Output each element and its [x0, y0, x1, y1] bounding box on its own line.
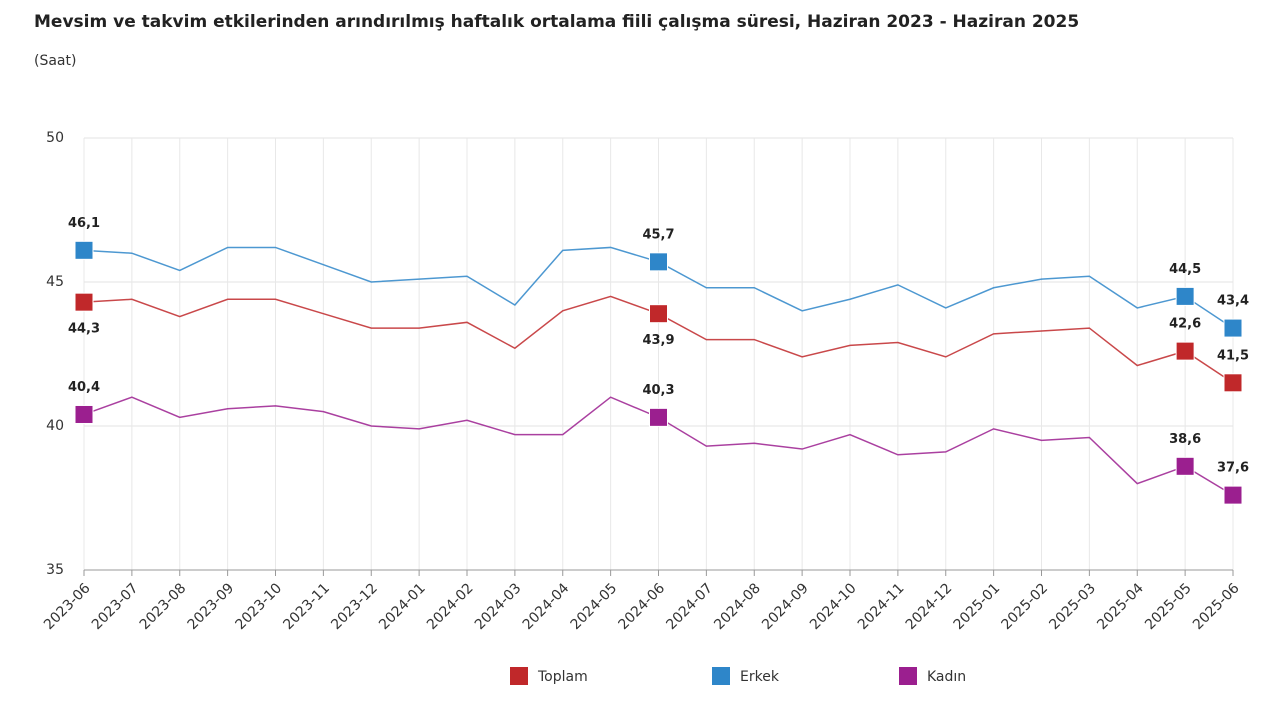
value-label: 44,5: [1169, 262, 1201, 277]
highlight-marker: [649, 252, 668, 272]
highlight-marker: [1175, 341, 1195, 361]
legend-swatch: [510, 667, 528, 685]
x-tick-label: 2023-07: [89, 580, 142, 633]
x-tick-label: 2025-06: [1190, 580, 1243, 633]
x-tick-label: 2024-09: [759, 580, 812, 633]
value-label: 41,5: [1217, 348, 1249, 363]
x-tick-label: 2023-10: [232, 580, 285, 633]
legend-label: Kadın: [927, 669, 966, 685]
chart-title: Mevsim ve takvim etkilerinden arındırılm…: [34, 12, 1079, 32]
x-tick-label: 2025-01: [951, 580, 1004, 633]
x-tick-label: 2024-12: [903, 580, 956, 633]
y-tick-label: 50: [46, 130, 64, 146]
x-tick-label: 2024-07: [663, 580, 716, 633]
highlight-marker: [1175, 456, 1195, 476]
highlight-marker: [1223, 318, 1243, 338]
value-label: 44,3: [68, 322, 100, 337]
value-label: 40,4: [68, 380, 100, 395]
legend-label: Erkek: [740, 669, 780, 685]
x-tick-label: 2023-11: [280, 580, 333, 633]
y-tick-label: 45: [46, 274, 64, 290]
x-tick-label: 2024-03: [472, 580, 525, 633]
x-tick-label: 2024-10: [807, 580, 860, 633]
value-label: 43,9: [642, 333, 674, 348]
x-tick-label: 2024-01: [376, 580, 429, 633]
highlight-marker: [649, 407, 668, 427]
x-tick-label: 2024-05: [568, 580, 621, 633]
x-tick-label: 2024-04: [520, 580, 573, 633]
y-tick-label: 40: [46, 418, 64, 434]
highlight-marker: [74, 292, 94, 312]
value-label: 38,6: [1169, 432, 1201, 447]
chart-subtitle: (Saat): [34, 53, 76, 69]
value-label: 40,3: [642, 383, 674, 398]
x-tick-label: 2024-02: [424, 580, 477, 633]
x-tick-label: 2025-05: [1142, 580, 1195, 633]
x-tick-label: 2025-02: [998, 580, 1051, 633]
legend-label: Toplam: [537, 669, 588, 685]
x-tick-label: 2025-03: [1046, 580, 1099, 633]
highlight-marker: [74, 240, 94, 260]
x-tick-label: 2025-04: [1094, 580, 1147, 633]
highlight-marker: [649, 304, 668, 324]
x-tick-label: 2023-12: [328, 580, 381, 633]
legend-swatch: [712, 667, 730, 685]
value-label: 42,6: [1169, 317, 1201, 332]
x-tick-label: 2024-08: [711, 580, 764, 633]
x-tick-label: 2024-11: [855, 580, 908, 633]
y-tick-label: 35: [46, 562, 64, 578]
highlight-marker: [1223, 485, 1243, 505]
x-tick-label: 2023-08: [137, 580, 190, 633]
highlight-marker: [74, 404, 94, 424]
highlight-marker: [1175, 286, 1195, 306]
value-label: 46,1: [68, 216, 100, 231]
value-label: 37,6: [1217, 461, 1249, 476]
x-tick-label: 2023-09: [185, 580, 238, 633]
value-label: 43,4: [1217, 294, 1249, 309]
x-tick-label: 2024-06: [615, 580, 668, 633]
legend-swatch: [899, 667, 917, 685]
value-label: 45,7: [642, 227, 674, 242]
x-tick-label: 2023-06: [41, 580, 94, 633]
highlight-marker: [1223, 373, 1243, 393]
